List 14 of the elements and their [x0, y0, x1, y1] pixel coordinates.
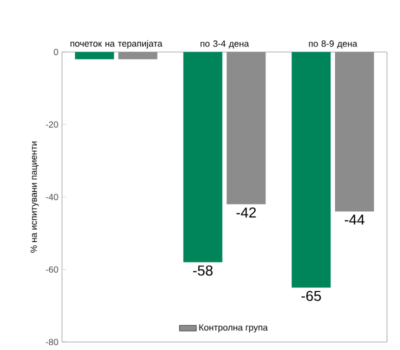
y-tick-label: -40 [46, 194, 58, 200]
y-tick-label: -80 [46, 338, 58, 346]
data-label: -65 [301, 290, 321, 301]
x-tick-label: по 8-9 дена [308, 40, 358, 48]
data-label: -58 [193, 265, 213, 276]
x-tick-label: почеток на терапијата [70, 40, 162, 48]
y-tick-label: 0 [54, 48, 58, 56]
data-label: -42 [236, 207, 256, 218]
y-tick-label: -20 [46, 121, 58, 128]
y-axis-title: % на испитувани пациенти [30, 142, 39, 253]
y-tick-label: -60 [46, 266, 58, 273]
legend-label: Контролна група [199, 324, 268, 332]
data-label: -44 [344, 214, 364, 225]
x-tick-label: по 3-4 дена [200, 40, 249, 48]
